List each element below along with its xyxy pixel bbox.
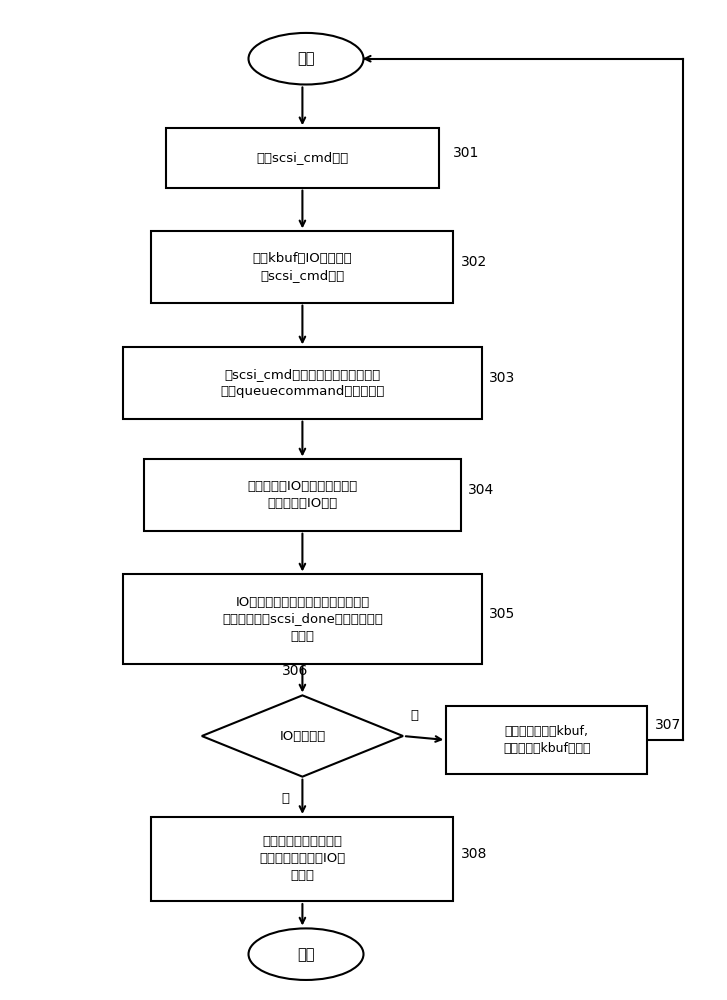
FancyBboxPatch shape — [151, 817, 454, 901]
FancyBboxPatch shape — [144, 459, 460, 531]
Text: 根据kbuf中IO信息，填
充scsi_cmd结构: 根据kbuf中IO信息，填 充scsi_cmd结构 — [252, 252, 353, 282]
Text: 返回错误信息给上层模
块，来决定是重试IO还
是放弃: 返回错误信息给上层模 块，来决定是重试IO还 是放弃 — [260, 835, 345, 882]
Text: 303: 303 — [489, 371, 515, 385]
Text: 304: 304 — [467, 483, 494, 497]
Text: 结束: 结束 — [297, 947, 315, 962]
Ellipse shape — [249, 33, 364, 84]
Text: 308: 308 — [460, 847, 487, 861]
Text: 移除处理队列的kbuf,
继续下一个kbuf的处理: 移除处理队列的kbuf, 继续下一个kbuf的处理 — [503, 725, 590, 755]
Text: IO正确完成: IO正确完成 — [279, 730, 326, 743]
Text: 302: 302 — [460, 255, 487, 269]
Text: 开始: 开始 — [297, 51, 315, 66]
Text: 305: 305 — [489, 607, 515, 621]
Polygon shape — [202, 695, 403, 777]
Text: 301: 301 — [454, 146, 480, 160]
Text: 306: 306 — [282, 664, 308, 678]
FancyBboxPatch shape — [166, 128, 439, 188]
Text: IO处理完毕后，释放资源，调用设计
好的完成函数scsi_done向上层模块返
回信息: IO处理完毕后，释放资源，调用设计 好的完成函数scsi_done向上层模块返 … — [222, 595, 383, 643]
Text: 否: 否 — [281, 792, 289, 805]
FancyBboxPatch shape — [123, 347, 482, 419]
FancyBboxPatch shape — [151, 231, 454, 303]
Text: 307: 307 — [654, 718, 680, 732]
FancyBboxPatch shape — [446, 706, 647, 774]
Text: 底层驱动的IO读写的接口注册
函数，接管IO处理: 底层驱动的IO读写的接口注册 函数，接管IO处理 — [247, 480, 358, 510]
FancyBboxPatch shape — [123, 574, 482, 664]
Text: 是: 是 — [410, 709, 418, 722]
Text: 分配scsi_cmd结构: 分配scsi_cmd结构 — [257, 151, 348, 164]
Ellipse shape — [249, 928, 364, 980]
Text: 将scsi_cmd作为传入参数，提交到提
交到queuecommand注册接口处: 将scsi_cmd作为传入参数，提交到提 交到queuecommand注册接口处 — [220, 368, 385, 398]
